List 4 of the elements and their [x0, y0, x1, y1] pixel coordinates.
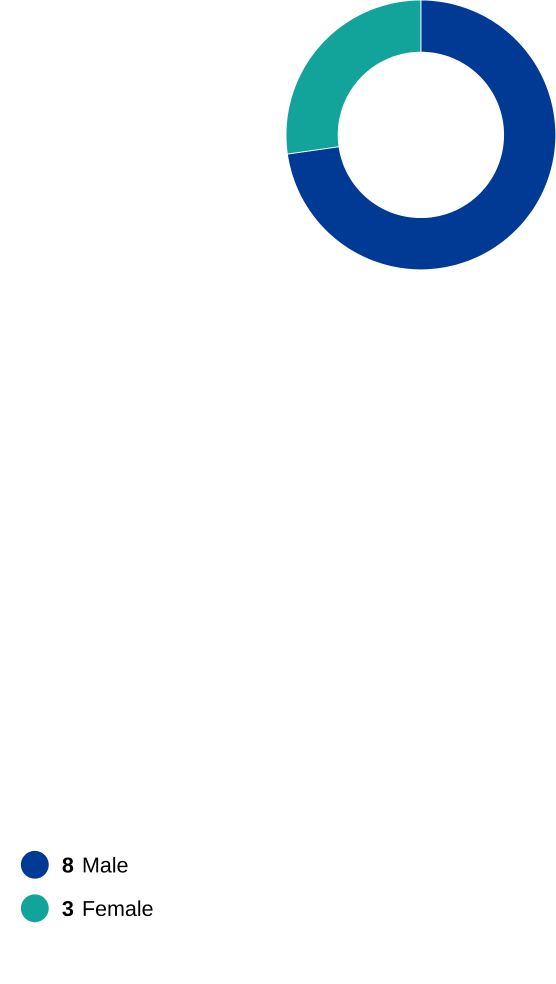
- data-label: 8: [62, 857, 74, 873]
- legend-label: Female: [84, 900, 153, 916]
- data-label: 3: [62, 900, 74, 916]
- legend-label: Male: [84, 856, 128, 873]
